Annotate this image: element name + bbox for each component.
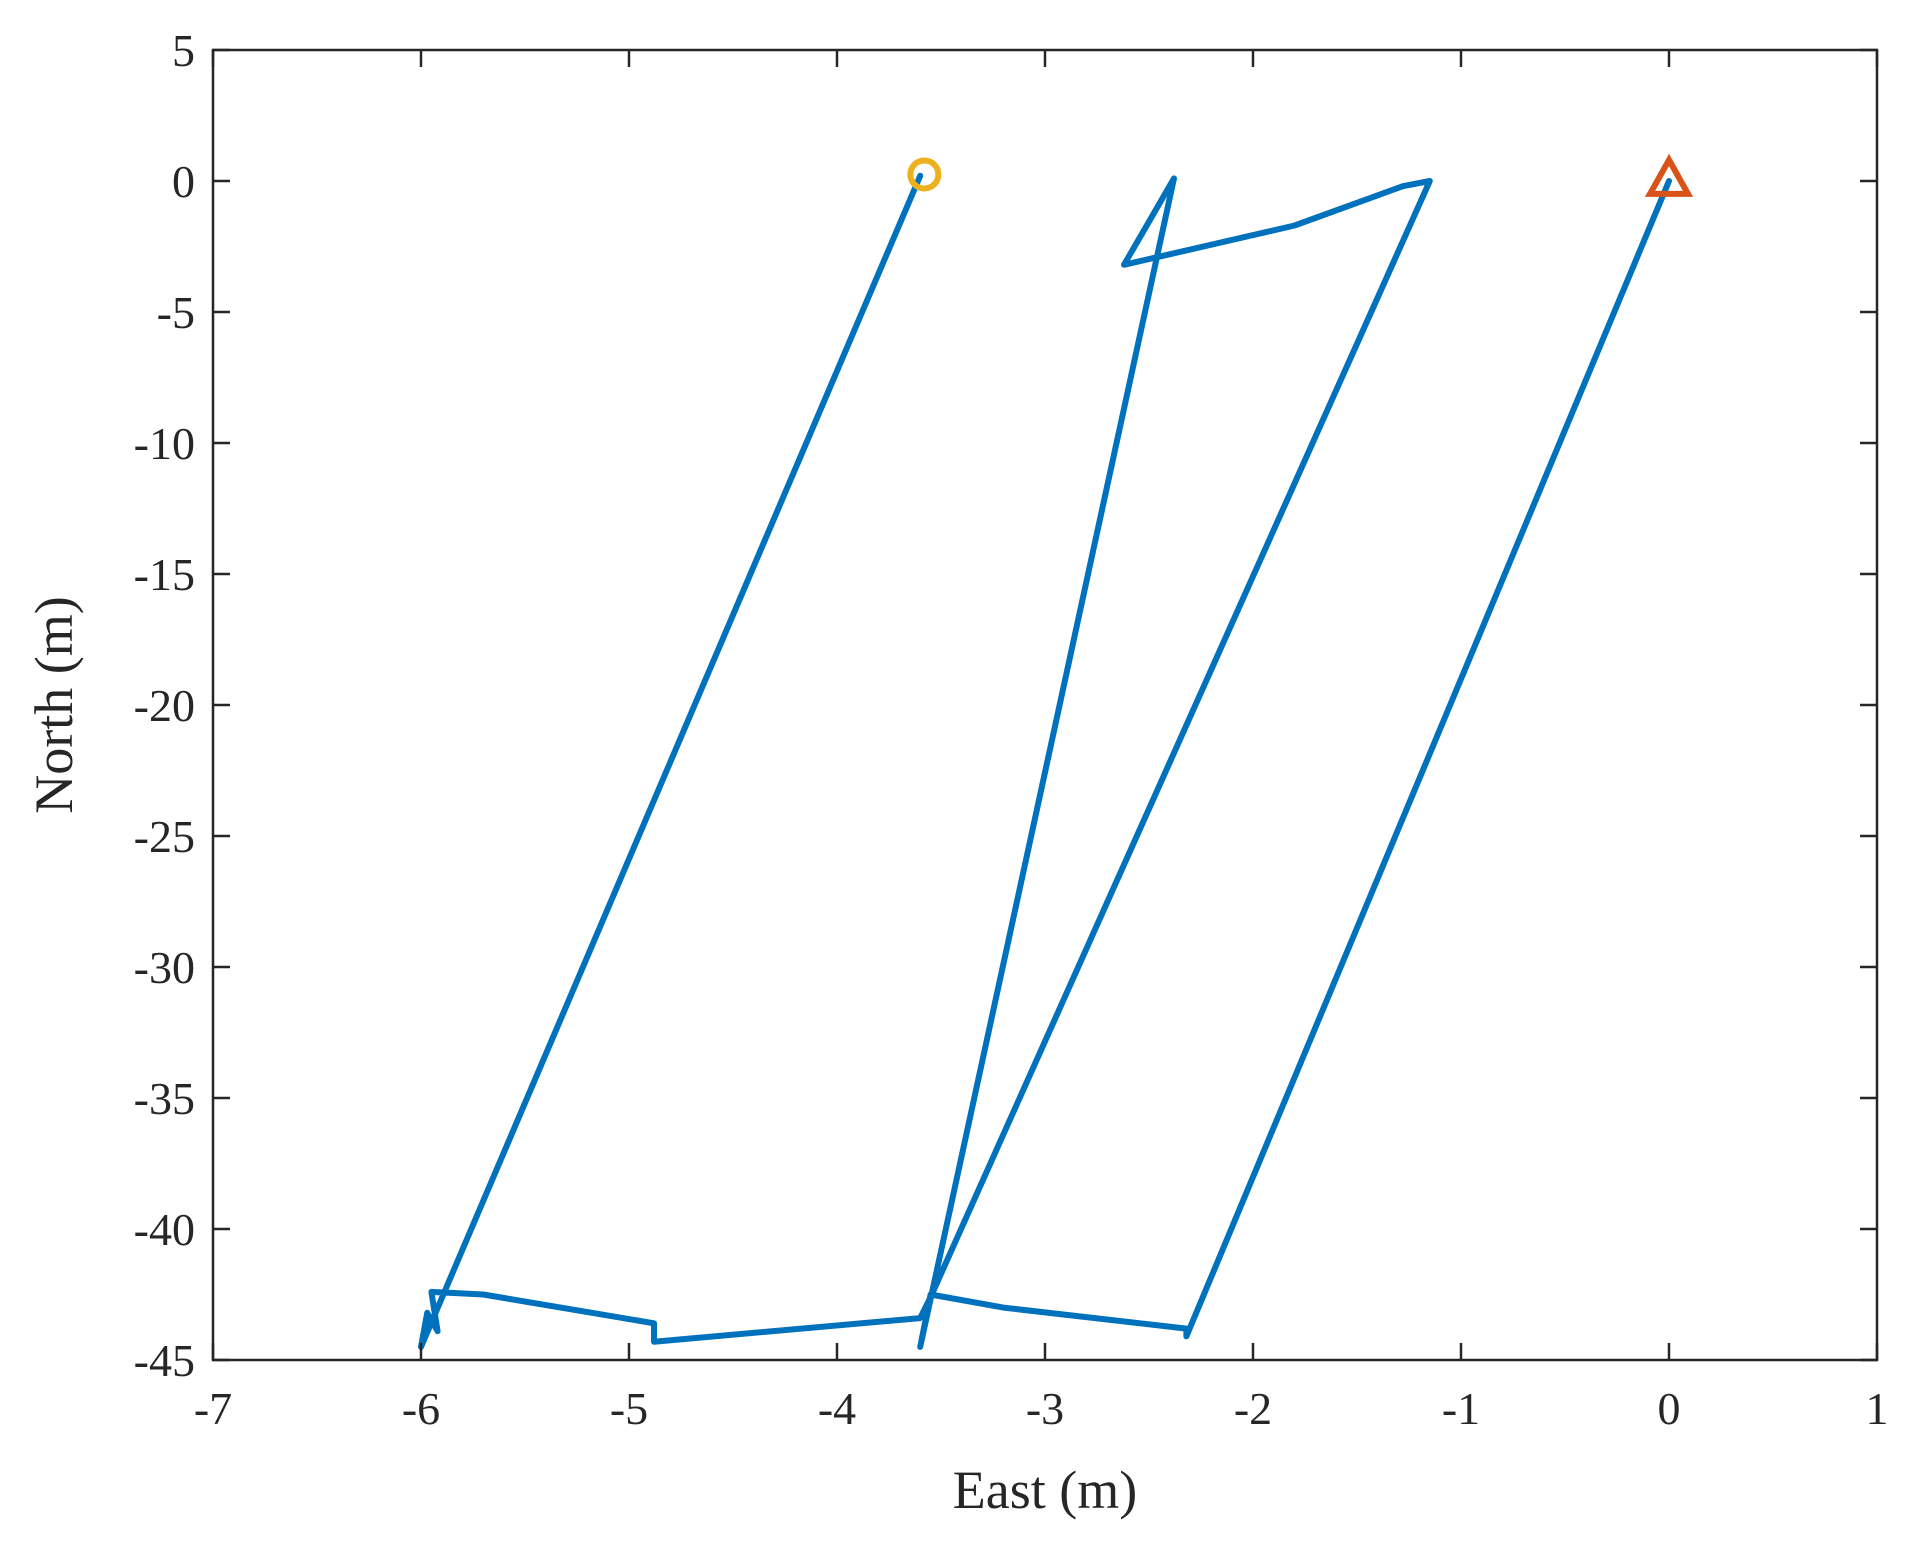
x-tick-label: -6	[402, 1383, 440, 1434]
y-tick-label: -45	[134, 1335, 195, 1386]
x-tick-label: 1	[1866, 1383, 1889, 1434]
x-tick-label: 0	[1658, 1383, 1681, 1434]
y-tick-label: -25	[134, 811, 195, 862]
y-tick-label: -5	[157, 287, 195, 338]
y-tick-label: -40	[134, 1204, 195, 1255]
x-tick-label: -5	[610, 1383, 648, 1434]
x-tick-label: -3	[1026, 1383, 1064, 1434]
start-marker-triangle	[1644, 153, 1694, 197]
x-axis-ticks: -7 -6 -5 -4 -3 -2 -1 0 1	[194, 50, 1889, 1434]
y-tick-label: 0	[172, 156, 195, 207]
trajectory-line	[418, 172, 1672, 1350]
y-tick-label: -20	[134, 680, 195, 731]
end-marker-circle	[907, 157, 942, 192]
x-tick-label: -2	[1234, 1383, 1272, 1434]
y-tick-label: -30	[134, 942, 195, 993]
y-tick-label: -10	[134, 418, 195, 469]
y-tick-label: -35	[134, 1073, 195, 1124]
y-tick-label: -15	[134, 549, 195, 600]
y-axis-ticks: 5 0 -5 -10 -15 -20 -25 -30 -35 -40 -45	[134, 25, 1877, 1386]
x-tick-label: -7	[194, 1383, 232, 1434]
x-tick-label: -1	[1442, 1383, 1480, 1434]
plot-area	[418, 153, 1694, 1350]
y-tick-label: 5	[172, 25, 195, 76]
x-axis-label: East (m)	[953, 1460, 1137, 1520]
x-tick-label: -4	[818, 1383, 856, 1434]
y-axis-label: North (m)	[24, 596, 84, 813]
